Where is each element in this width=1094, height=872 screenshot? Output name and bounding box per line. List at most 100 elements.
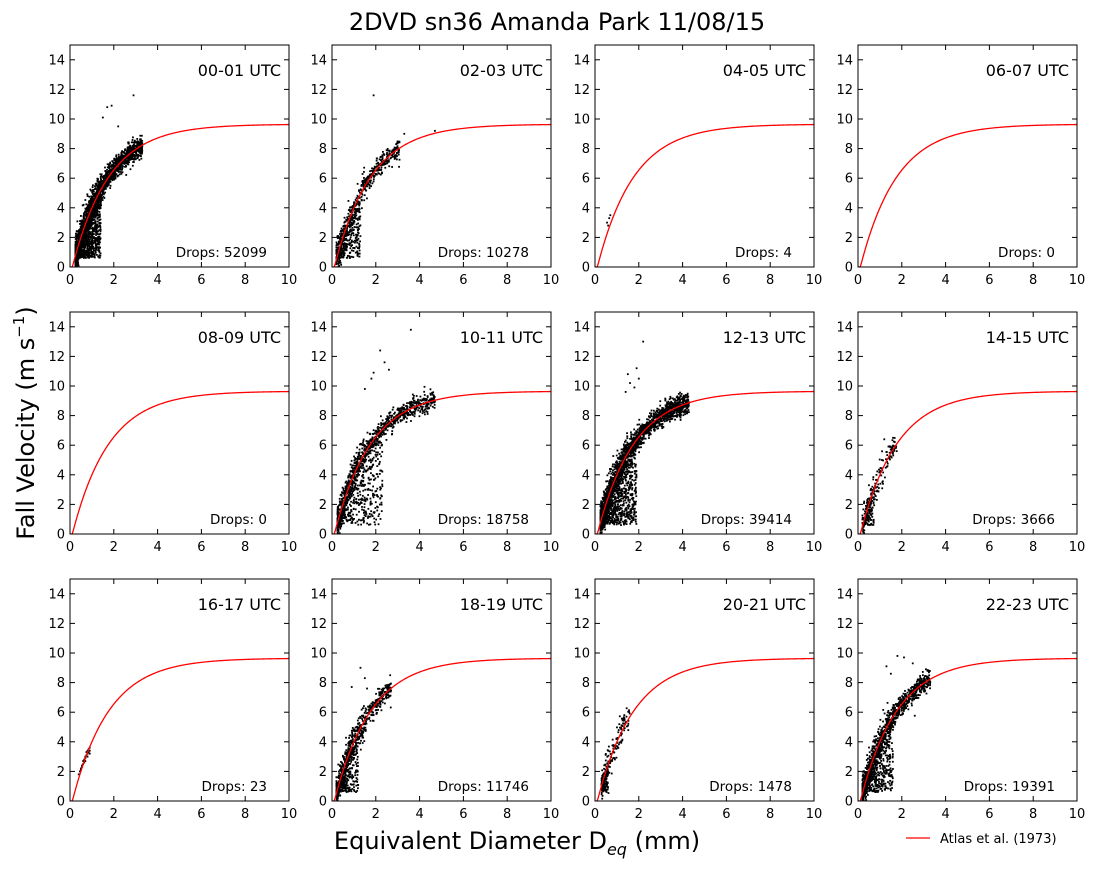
data-point	[426, 396, 429, 398]
data-point	[137, 144, 140, 146]
data-point	[369, 438, 372, 441]
data-point	[367, 523, 370, 526]
data-point	[132, 158, 135, 161]
data-point	[358, 474, 360, 476]
data-point	[350, 234, 353, 236]
data-point	[336, 529, 339, 532]
data-point	[352, 499, 355, 501]
data-point	[78, 235, 81, 238]
data-point	[336, 273, 338, 275]
data-point	[366, 522, 369, 525]
data-point	[352, 249, 355, 252]
data-point	[354, 479, 357, 482]
data-point	[129, 168, 132, 171]
data-point	[88, 235, 91, 238]
data-point	[358, 448, 361, 451]
data-point	[363, 179, 366, 181]
data-point	[352, 490, 355, 492]
data-point	[346, 232, 349, 235]
data-point	[370, 466, 373, 469]
data-point	[97, 207, 99, 210]
data-point	[87, 256, 89, 259]
data-point	[353, 478, 356, 481]
data-point	[91, 211, 94, 213]
data-point	[356, 233, 359, 236]
data-point	[90, 189, 92, 192]
atlas-curve	[858, 123, 1077, 267]
data-point	[337, 524, 340, 527]
data-point	[351, 482, 354, 485]
data-point	[354, 508, 357, 511]
data-point	[426, 395, 429, 397]
data-point	[355, 223, 358, 226]
data-point	[350, 459, 353, 462]
data-point	[104, 183, 107, 185]
data-point	[362, 518, 365, 521]
data-point	[114, 160, 117, 163]
y-tick-label: 12	[310, 83, 327, 98]
data-point	[119, 159, 122, 162]
data-point	[93, 188, 96, 191]
data-point	[113, 157, 116, 160]
data-point	[357, 472, 360, 475]
data-point	[92, 213, 95, 216]
data-point	[103, 175, 105, 177]
data-point	[368, 447, 371, 450]
data-point	[368, 459, 370, 462]
data-point	[74, 262, 77, 265]
data-point	[117, 125, 120, 128]
data-point	[339, 251, 342, 254]
data-point	[93, 199, 96, 202]
data-point	[354, 484, 357, 486]
data-point	[83, 249, 86, 252]
data-point	[122, 155, 124, 158]
data-point	[360, 198, 363, 201]
data-point	[105, 174, 107, 177]
data-point	[362, 457, 364, 460]
data-point	[360, 185, 363, 187]
data-point	[368, 187, 371, 189]
data-point	[343, 242, 346, 244]
data-point	[357, 453, 360, 456]
data-point	[87, 250, 90, 253]
data-point	[379, 415, 382, 418]
data-point	[82, 256, 85, 259]
data-point	[380, 455, 383, 458]
data-point	[379, 518, 382, 520]
data-point	[376, 451, 379, 454]
data-point	[338, 242, 340, 245]
data-point	[399, 414, 402, 417]
data-point	[411, 393, 414, 396]
data-point	[377, 444, 380, 447]
data-point	[360, 523, 363, 526]
data-point	[131, 139, 134, 141]
data-point	[380, 166, 383, 169]
data-point	[360, 195, 363, 198]
data-point	[386, 157, 389, 160]
data-point	[87, 227, 90, 230]
data-point	[81, 223, 84, 226]
data-point	[408, 402, 410, 404]
data-point	[373, 521, 376, 524]
data-point	[378, 431, 380, 433]
data-point	[88, 249, 91, 251]
data-point	[370, 513, 373, 516]
data-point	[347, 200, 350, 202]
data-point	[366, 445, 369, 448]
data-point	[432, 395, 435, 398]
data-point	[392, 149, 395, 152]
data-point	[348, 222, 351, 225]
data-point	[353, 202, 356, 204]
data-point	[606, 221, 608, 224]
data-point	[91, 232, 94, 235]
data-point	[137, 142, 140, 145]
data-point	[397, 416, 400, 418]
data-point	[411, 411, 414, 414]
data-point	[349, 228, 352, 231]
data-point	[91, 202, 94, 204]
data-point	[94, 198, 96, 201]
data-point	[347, 212, 350, 215]
data-point	[92, 216, 95, 219]
data-point	[344, 220, 347, 223]
